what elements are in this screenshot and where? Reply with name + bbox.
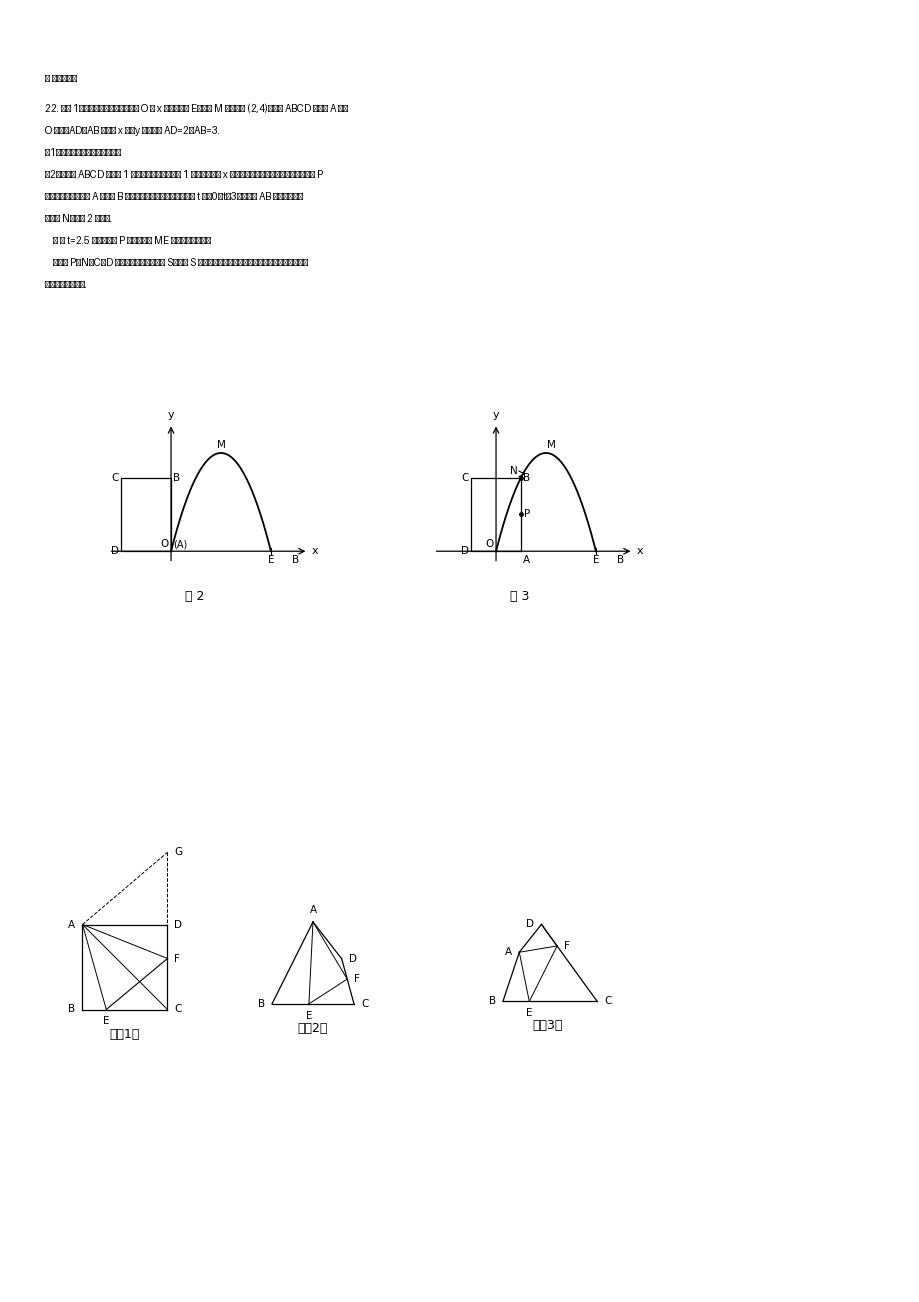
Text: C: C (360, 999, 368, 1009)
Text: B: B (617, 555, 624, 565)
Text: C: C (111, 473, 119, 483)
Text: 图（2）: 图（2） (298, 1022, 328, 1035)
Text: M: M (547, 440, 555, 450)
Text: B: B (257, 999, 265, 1009)
Text: F: F (563, 941, 569, 950)
Text: E: E (526, 1009, 532, 1018)
Text: E: E (305, 1010, 312, 1021)
Text: 图（1）: 图（1） (109, 1027, 140, 1040)
Text: O: O (161, 539, 169, 549)
Text: E: E (592, 555, 598, 565)
Text: 图（3）: 图（3） (532, 1019, 562, 1032)
Text: C: C (175, 1005, 182, 1014)
Text: O: O (485, 539, 494, 549)
Text: D: D (111, 547, 119, 556)
Text: B: B (488, 996, 495, 1006)
Text: B: B (173, 473, 180, 483)
Text: A: A (522, 555, 529, 565)
Text: y: y (493, 410, 499, 421)
Text: D: D (460, 547, 469, 556)
Text: A: A (505, 948, 512, 957)
Text: 图 2: 图 2 (185, 590, 204, 603)
Text: (A): (A) (173, 539, 187, 549)
Text: B: B (68, 1005, 75, 1014)
Text: D: D (348, 954, 357, 963)
Text: D: D (526, 919, 534, 930)
Text: C: C (604, 996, 611, 1006)
Text: D: D (175, 919, 182, 930)
Text: 图 3: 图 3 (510, 590, 529, 603)
Text: F: F (354, 974, 359, 984)
Text: E: E (267, 555, 274, 565)
Text: N: N (510, 466, 517, 475)
Text: A: A (68, 919, 75, 930)
Text: M: M (216, 440, 225, 450)
Text: F: F (175, 953, 180, 963)
Text: x: x (311, 547, 318, 556)
Text: B: B (292, 555, 300, 565)
Text: P: P (524, 509, 529, 519)
Text: C: C (461, 473, 469, 483)
Text: G: G (175, 848, 183, 857)
Text: x: x (636, 547, 642, 556)
Text: y: y (167, 410, 175, 421)
Text: A: A (309, 905, 316, 915)
Text: B: B (522, 473, 529, 483)
Text: E: E (103, 1017, 109, 1026)
